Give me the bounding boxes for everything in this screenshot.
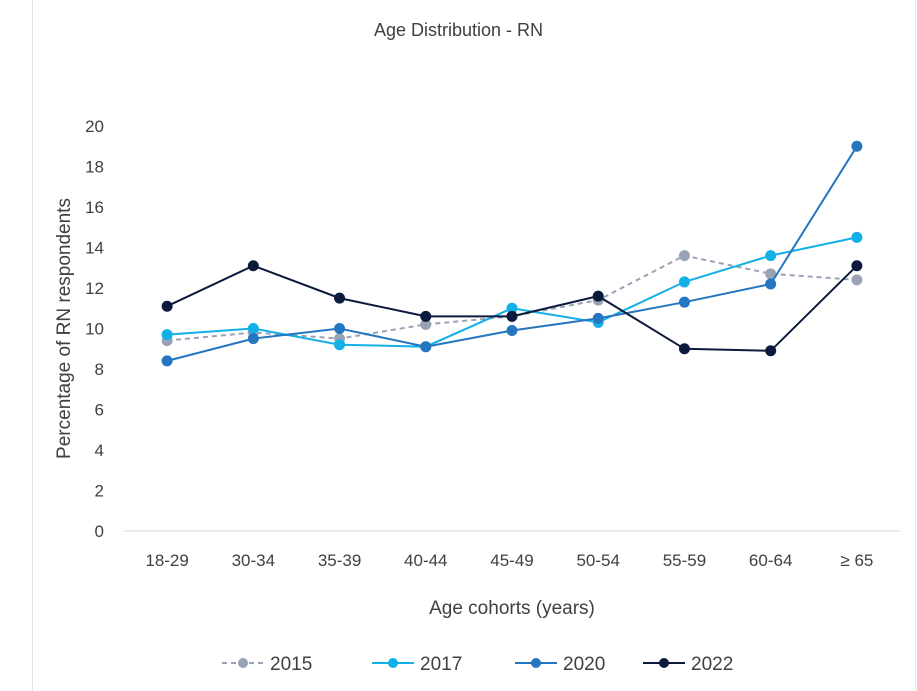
data-point xyxy=(506,310,518,322)
series-2015 xyxy=(161,250,863,347)
y-tick-label: 14 xyxy=(85,239,104,258)
data-point xyxy=(851,260,863,272)
x-tick-label: 40-44 xyxy=(404,551,447,570)
data-point xyxy=(420,341,432,353)
y-tick-label: 6 xyxy=(95,401,104,420)
data-point xyxy=(765,250,777,262)
data-point xyxy=(765,345,777,357)
data-point xyxy=(678,250,690,262)
chart-frame xyxy=(32,0,916,691)
x-tick-label: 30-34 xyxy=(232,551,275,570)
x-tick-label: 18-29 xyxy=(145,551,188,570)
x-tick-label: ≥ 65 xyxy=(840,551,873,570)
series-2022 xyxy=(161,260,863,357)
legend-label: 2020 xyxy=(563,654,605,675)
x-tick-label: 50-54 xyxy=(576,551,619,570)
y-tick-label: 2 xyxy=(95,482,104,501)
data-point xyxy=(161,300,173,312)
data-point xyxy=(247,260,259,272)
data-point xyxy=(678,296,690,308)
legend-item-2015: 2015 xyxy=(222,654,312,675)
y-tick-label: 18 xyxy=(85,158,104,177)
legend-marker xyxy=(388,658,398,668)
y-tick-label: 4 xyxy=(95,441,104,460)
data-point xyxy=(851,140,863,152)
legend: 2015 2017 2020 2022 xyxy=(222,654,733,675)
legend-marker xyxy=(238,658,248,668)
data-point xyxy=(506,325,518,337)
data-point xyxy=(334,339,346,351)
chart-title: Age Distribution - RN xyxy=(373,20,544,40)
y-axis-title: Percentage of RN respondents xyxy=(54,198,75,459)
data-point xyxy=(851,231,863,243)
x-tick-label: 55-59 xyxy=(663,551,706,570)
y-tick-label: 16 xyxy=(85,198,104,217)
legend-label: 2015 xyxy=(270,654,312,675)
data-point xyxy=(678,343,690,355)
legend-marker xyxy=(659,658,669,668)
data-point xyxy=(765,278,777,290)
data-point xyxy=(851,274,863,286)
y-tick-label: 12 xyxy=(85,279,104,298)
data-point xyxy=(334,292,346,304)
legend-item-2020: 2020 xyxy=(515,654,605,675)
data-point xyxy=(161,329,173,341)
y-tick-label: 0 xyxy=(95,522,104,541)
data-point xyxy=(678,276,690,288)
legend-label: 2022 xyxy=(691,654,733,675)
y-tick-label: 10 xyxy=(85,320,104,339)
x-tick-label: 60-64 xyxy=(749,551,792,570)
data-point xyxy=(334,323,346,334)
x-tick-label: 45-49 xyxy=(490,551,533,570)
data-point xyxy=(247,323,259,334)
data-point xyxy=(247,333,259,345)
y-tick-label: 8 xyxy=(95,360,104,379)
data-point xyxy=(592,312,604,324)
data-point xyxy=(420,310,432,322)
y-axis-ticks: 0 2 4 6 8 10 12 14 16 18 20 xyxy=(85,117,104,541)
legend-item-2022: 2022 xyxy=(643,654,733,675)
y-tick-label: 20 xyxy=(85,117,104,136)
series-2020 xyxy=(161,140,863,367)
series-layer xyxy=(161,140,863,367)
x-tick-label: 35-39 xyxy=(318,551,361,570)
legend-marker xyxy=(531,658,541,668)
data-point xyxy=(592,290,604,302)
legend-label: 2017 xyxy=(420,654,462,675)
legend-item-2017: 2017 xyxy=(372,654,462,675)
x-axis-title: Age cohorts (years) xyxy=(429,598,595,619)
data-point xyxy=(161,355,173,367)
x-axis-ticks: 18-29 30-34 35-39 40-44 45-49 50-54 55-59 60-64… xyxy=(145,551,873,570)
